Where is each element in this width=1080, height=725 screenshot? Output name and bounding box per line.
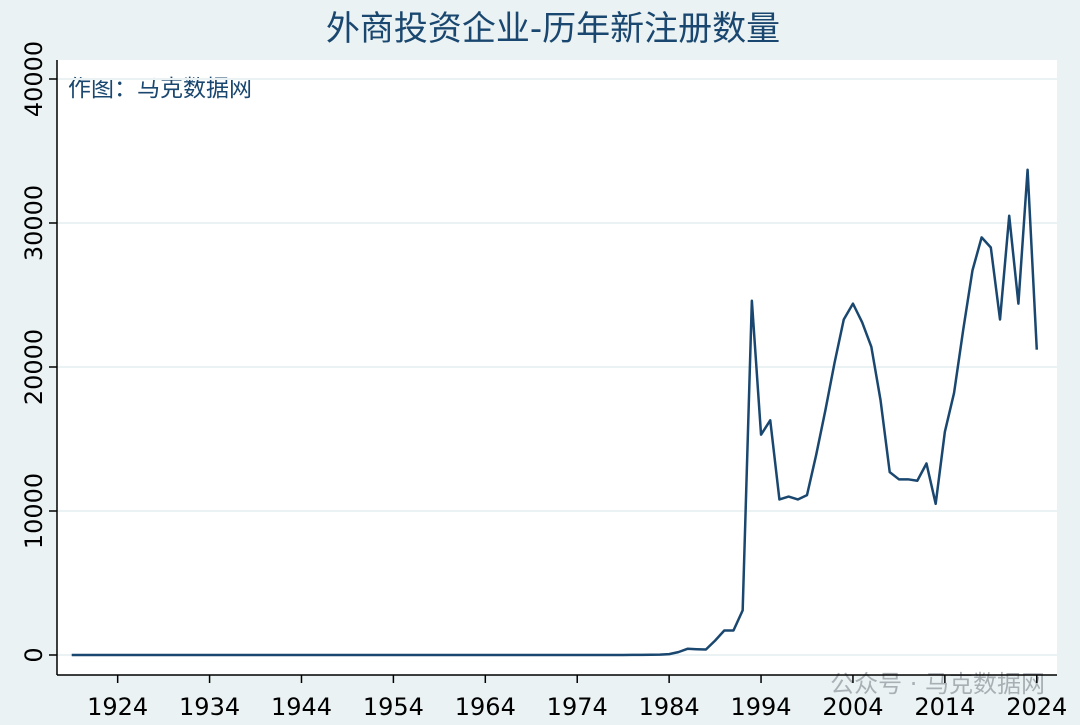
- line: [71, 168, 1039, 657]
- annotation: 作图：马克数据网: [68, 76, 252, 102]
- y-tick-label: 10000: [20, 473, 48, 549]
- x-tick-label: 1924: [87, 693, 148, 721]
- y-tick-label: 40000: [20, 41, 48, 117]
- x-tick-label: 1984: [639, 693, 700, 721]
- x-tick-label: 1974: [547, 693, 608, 721]
- x-tick-label: 1954: [363, 693, 424, 721]
- x-tick-label: 2014: [914, 693, 975, 721]
- x-tick-label: 2004: [822, 693, 883, 721]
- x-tick-label: 1944: [271, 693, 332, 721]
- y-tick-label: 20000: [20, 329, 48, 405]
- chart-title: 外商投资企业-历年新注册数量: [326, 9, 780, 49]
- x-tick-label: 1964: [455, 693, 516, 721]
- x-tick-label: 1994: [731, 693, 792, 721]
- y-tick-label: 30000: [20, 185, 48, 261]
- x-tick-label: 1934: [179, 693, 240, 721]
- x-tick-label: 2024: [1006, 693, 1067, 721]
- chart-layer: 0 10000 20000 30000 40000 1924 1934 1944 1954 196…: [20, 41, 1067, 721]
- y-tick-label: 0: [20, 647, 48, 662]
